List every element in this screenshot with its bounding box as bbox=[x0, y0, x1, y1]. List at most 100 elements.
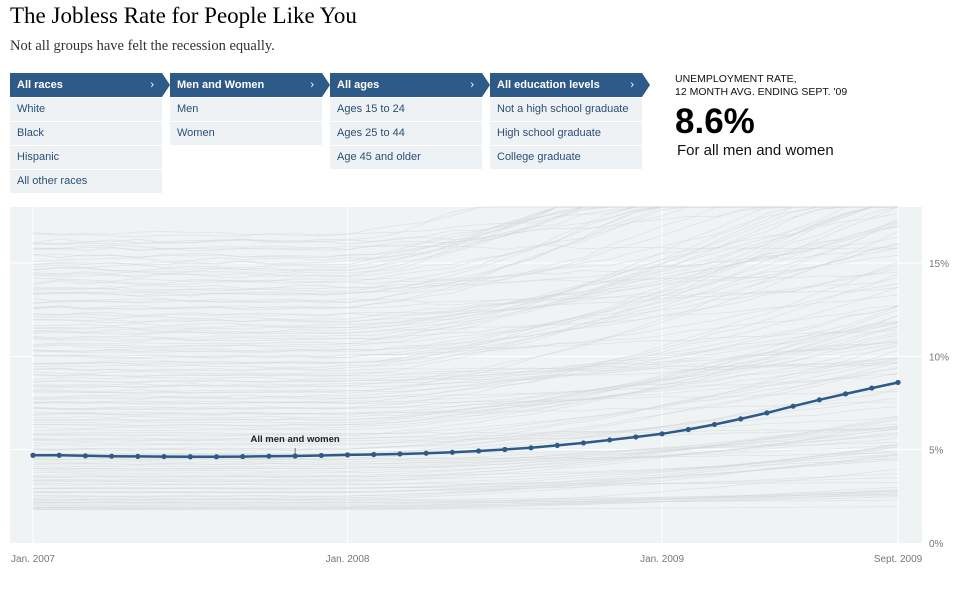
series-point bbox=[528, 445, 534, 451]
age-option-15-24[interactable]: Ages 15 to 24 bbox=[330, 98, 482, 121]
background-group-line bbox=[32, 358, 899, 416]
background-group-line bbox=[32, 491, 899, 505]
y-tick-label: 0% bbox=[929, 539, 944, 550]
series-point bbox=[187, 454, 193, 460]
education-filter-selected-label: All education levels bbox=[497, 79, 600, 91]
background-group-line bbox=[32, 206, 898, 324]
education-filter-selected[interactable]: All education levels › bbox=[490, 73, 650, 97]
series-point bbox=[554, 442, 560, 448]
background-group-line bbox=[32, 262, 899, 409]
race-option-white[interactable]: White bbox=[10, 98, 162, 121]
background-group-line bbox=[32, 361, 899, 456]
series-point bbox=[266, 453, 272, 459]
background-group-line bbox=[32, 226, 899, 321]
background-group-line bbox=[32, 206, 899, 371]
background-group-line bbox=[32, 482, 899, 485]
rate-label-line2: 12 MONTH AVG. ENDING SEPT. '09 bbox=[675, 86, 848, 98]
series-point bbox=[135, 453, 141, 459]
y-tick-label: 10% bbox=[929, 352, 949, 363]
background-group-line bbox=[32, 305, 899, 392]
series-point bbox=[816, 397, 822, 403]
background-group-line bbox=[32, 428, 899, 479]
race-option-other[interactable]: All other races bbox=[10, 170, 162, 193]
education-option-college[interactable]: College graduate bbox=[490, 146, 642, 169]
series-point bbox=[240, 453, 246, 460]
series-point bbox=[869, 385, 875, 391]
background-group-line bbox=[32, 458, 899, 478]
background-group-line bbox=[32, 362, 899, 372]
background-group-line bbox=[32, 359, 899, 441]
chevron-right-icon: › bbox=[310, 79, 314, 91]
background-group-line bbox=[32, 273, 899, 404]
background-group-line bbox=[32, 305, 899, 400]
sex-filter-selected[interactable]: Men and Women › bbox=[170, 73, 330, 97]
background-group-line bbox=[32, 321, 899, 424]
series-point bbox=[449, 449, 455, 455]
background-group-line bbox=[32, 206, 898, 368]
chevron-right-icon: › bbox=[150, 79, 154, 91]
series-point bbox=[790, 403, 796, 409]
series-point bbox=[423, 450, 429, 456]
highlighted-series bbox=[30, 379, 901, 460]
age-filter-selected[interactable]: All ages › bbox=[330, 73, 490, 97]
sex-option-women[interactable]: Women bbox=[170, 122, 322, 145]
series-point bbox=[82, 453, 89, 459]
background-group-line bbox=[32, 287, 899, 304]
series-point bbox=[318, 452, 324, 459]
background-group-line bbox=[32, 391, 899, 404]
background-group-line bbox=[32, 437, 899, 470]
x-tick-label: Jan. 2009 bbox=[640, 554, 684, 565]
background-group-line bbox=[32, 453, 899, 482]
background-group-line bbox=[32, 486, 899, 510]
age-filter-selected-label: All ages bbox=[337, 79, 380, 91]
background-group-line bbox=[32, 452, 899, 461]
series-point bbox=[711, 421, 718, 428]
series-point bbox=[109, 453, 115, 459]
background-group-line bbox=[32, 427, 899, 442]
age-option-45-older[interactable]: Age 45 and older bbox=[330, 146, 482, 169]
background-group-line bbox=[32, 206, 898, 342]
background-group-line bbox=[32, 432, 899, 474]
background-group-line bbox=[32, 372, 899, 410]
chevron-right-icon: › bbox=[470, 79, 474, 91]
background-group-line bbox=[32, 206, 899, 336]
background-group-line bbox=[32, 489, 899, 508]
series-point bbox=[895, 379, 901, 386]
series-point bbox=[502, 446, 508, 453]
series-line-all-men-and-women bbox=[33, 381, 899, 459]
background-group-line bbox=[32, 401, 899, 415]
background-group-line bbox=[32, 206, 898, 330]
background-group-line bbox=[32, 264, 899, 353]
age-option-25-44[interactable]: Ages 25 to 44 bbox=[330, 122, 482, 145]
sex-filter-selected-label: Men and Women bbox=[177, 79, 265, 91]
background-group-line bbox=[32, 506, 899, 510]
background-group-line bbox=[33, 494, 899, 502]
background-group-line bbox=[32, 268, 899, 341]
background-group-line bbox=[32, 322, 899, 387]
race-filter: All races › White Black Hispanic All oth… bbox=[10, 73, 170, 193]
series-point bbox=[685, 426, 691, 433]
background-group-line bbox=[32, 388, 899, 455]
education-filter: All education levels › Not a high school… bbox=[490, 73, 650, 169]
background-group-line bbox=[32, 373, 899, 399]
background-group-line bbox=[32, 277, 899, 317]
background-group-line bbox=[32, 362, 899, 375]
race-option-hispanic[interactable]: Hispanic bbox=[10, 146, 162, 169]
background-group-line bbox=[32, 220, 899, 329]
education-option-hs[interactable]: High school graduate bbox=[490, 122, 642, 145]
education-option-no-hs[interactable]: Not a high school graduate bbox=[490, 98, 642, 121]
background-group-line bbox=[32, 309, 899, 430]
background-group-line bbox=[33, 306, 899, 427]
race-option-black[interactable]: Black bbox=[10, 122, 162, 145]
chevron-right-icon: › bbox=[630, 79, 634, 91]
sex-option-men[interactable]: Men bbox=[170, 98, 322, 121]
sex-filter: Men and Women › Men Women bbox=[170, 73, 330, 145]
annotation-label: All men and women bbox=[251, 434, 340, 445]
race-filter-selected[interactable]: All races › bbox=[10, 73, 170, 97]
background-group-line bbox=[32, 435, 899, 463]
background-group-line bbox=[32, 468, 899, 509]
rate-group: For all men and women bbox=[677, 142, 834, 159]
background-group-line bbox=[32, 206, 898, 277]
x-tick-label: Jan. 2008 bbox=[326, 554, 370, 565]
background-group-line bbox=[32, 416, 899, 440]
